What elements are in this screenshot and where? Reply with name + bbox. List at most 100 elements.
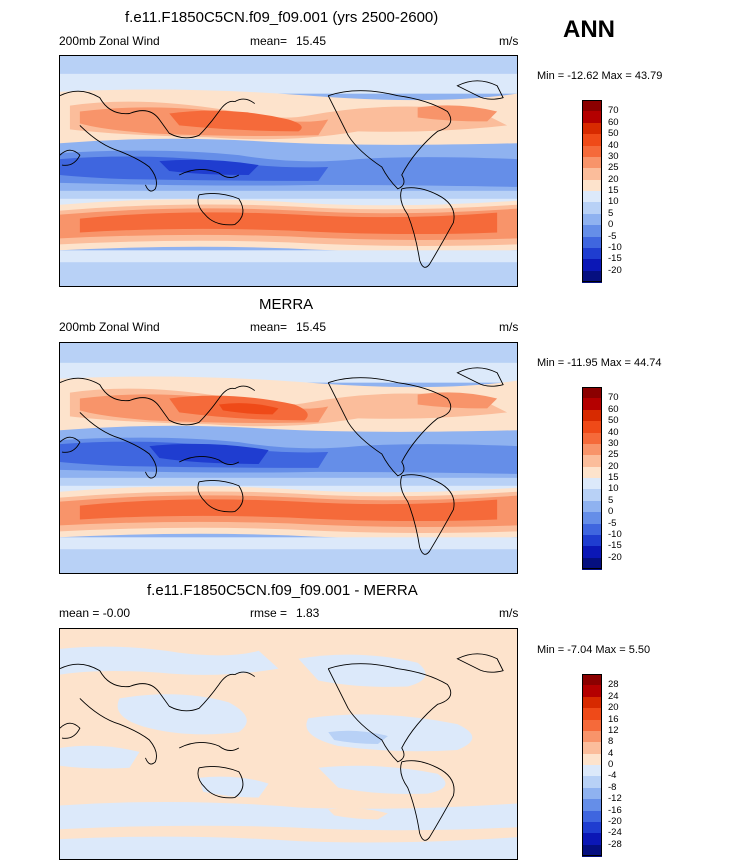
panel1-min-max: Min = -12.62 Max = 43.79 (537, 70, 663, 82)
colorbar-swatch (582, 685, 602, 698)
colorbar-swatch (582, 455, 602, 468)
colorbar-tick-label: -10 (608, 528, 622, 540)
colorbar-tick-label: 25 (608, 449, 619, 461)
colorbar-swatch (582, 523, 602, 536)
colorbar-swatch (582, 191, 602, 203)
panel1-units: m/s (499, 34, 519, 48)
colorbar-tick-label: 5 (608, 494, 614, 506)
panel3-min-max: Min = -7.04 Max = 5.50 (537, 644, 651, 656)
colorbar-tick-label: 8 (608, 736, 614, 748)
panel1-field (60, 56, 517, 286)
colorbar-swatch (582, 100, 602, 112)
colorbar-swatch (582, 776, 602, 789)
colorbar-swatch (582, 398, 602, 411)
panel1-title: f.e11.F1850C5CN.f09_f09.001 (yrs 2500-26… (125, 9, 439, 26)
colorbar-swatch (582, 753, 602, 766)
colorbar-tick-label: 20 (608, 702, 619, 714)
panel1-colorbar: 70 60 50 40 30 25 20 15 10 5 0 -5 -10 -15 -20 (582, 100, 622, 283)
colorbar-tick-label: 5 (608, 207, 614, 219)
colorbar-swatch (582, 546, 602, 559)
colorbar-swatch (582, 259, 602, 272)
colorbar-tick-label: 4 (608, 747, 614, 759)
colorbar-swatch (582, 742, 602, 755)
colorbar-swatch (582, 145, 602, 158)
panel3-map (59, 628, 518, 860)
panel2-colorbar: 70 60 50 40 30 25 20 15 10 5 0 -5 -10 -15 -20 (582, 387, 622, 570)
colorbar-swatch (582, 225, 602, 237)
colorbar-tick-label: 15 (608, 472, 619, 483)
colorbar-tick-label: 10 (608, 196, 619, 208)
colorbar-tick-label: -5 (608, 230, 617, 242)
colorbar-tick-label: 16 (608, 713, 619, 725)
colorbar-tick-label: 24 (608, 690, 619, 702)
colorbar-swatch (582, 134, 602, 146)
colorbar-tick-label: 40 (608, 426, 619, 438)
colorbar-swatch (582, 719, 602, 732)
colorbar-frame (582, 100, 602, 282)
colorbar-swatch (582, 512, 602, 524)
colorbar-tick-label: 30 (608, 437, 619, 449)
panel2-units: m/s (499, 320, 519, 334)
season-label: ANN (563, 16, 615, 43)
colorbar-tick-label: 30 (608, 150, 619, 162)
colorbar-swatch (582, 489, 602, 502)
colorbar-tick-label: 50 (608, 415, 619, 427)
colorbar-swatch (582, 202, 602, 215)
panel1-variable-label: 200mb Zonal Wind (59, 34, 160, 48)
colorbar-swatch (582, 810, 602, 823)
colorbar-tick-label: 12 (608, 724, 619, 736)
colorbar-swatch (582, 179, 602, 192)
panel3-mean-label: mean = -0.00 (59, 606, 131, 620)
colorbar-swatch (582, 122, 602, 135)
panel3-colorbar: 28 24 20 16 12 8 4 0 -4 -8 -12 -16 -20 -24 -28 (582, 674, 622, 857)
colorbar-swatch (582, 696, 602, 709)
colorbar-swatch (582, 844, 602, 857)
colorbar-swatch (582, 213, 602, 226)
colorbar-tick-label: -15 (608, 540, 622, 552)
colorbar-tick-label: 70 (608, 392, 619, 404)
colorbar-swatch (582, 787, 602, 800)
colorbar-tick-label: 60 (608, 403, 619, 415)
colorbar-tick-label: 15 (608, 185, 619, 196)
colorbar-swatch (582, 674, 602, 686)
colorbar-tick-label: -4 (608, 770, 617, 782)
colorbar-tick-label: 50 (608, 128, 619, 140)
panel2-mean-value: 15.45 (296, 320, 327, 334)
colorbar-frame (582, 674, 602, 856)
colorbar-swatch (582, 730, 602, 743)
colorbar-tick-label: -5 (608, 517, 617, 529)
panel2-min-max: Min = -11.95 Max = 44.74 (537, 357, 662, 369)
colorbar-swatch (582, 765, 602, 777)
colorbar-tick-label: 20 (608, 460, 619, 472)
panel3-rmse-value: 1.83 (296, 606, 320, 620)
colorbar-swatch (582, 111, 602, 124)
colorbar-swatch (582, 443, 602, 456)
panel1-mean-label: mean= (250, 34, 288, 48)
colorbar-swatch (582, 421, 602, 433)
colorbar-tick-label: 40 (608, 139, 619, 151)
panel3-rmse-label: rmse = (250, 606, 288, 620)
colorbar-tick-label: 0 (608, 759, 614, 770)
colorbar-frame (582, 387, 602, 569)
colorbar-swatch (582, 156, 602, 169)
panel2-field (60, 343, 517, 573)
panel3-title: f.e11.F1850C5CN.f09_f09.001 - MERRA (147, 582, 418, 599)
colorbar-tick-label: -10 (608, 241, 622, 253)
colorbar-tick-label: -24 (608, 827, 622, 839)
colorbar-tick-label: 10 (608, 483, 619, 495)
colorbar-swatch (582, 821, 602, 834)
colorbar-swatch (582, 387, 602, 399)
panel1-map (59, 55, 518, 287)
colorbar-swatch (582, 708, 602, 720)
colorbar-swatch (582, 247, 602, 260)
colorbar-swatch (582, 409, 602, 422)
panel2-variable-label: 200mb Zonal Wind (59, 320, 160, 334)
colorbar-swatch (582, 799, 602, 811)
panel2-mean-label: mean= (250, 320, 288, 334)
colorbar-swatch (582, 168, 602, 181)
colorbar-swatch (582, 534, 602, 547)
colorbar-tick-label: 60 (608, 116, 619, 128)
panel3-field (60, 629, 517, 859)
colorbar-swatch (582, 236, 602, 249)
colorbar-tick-label: -20 (608, 815, 622, 827)
